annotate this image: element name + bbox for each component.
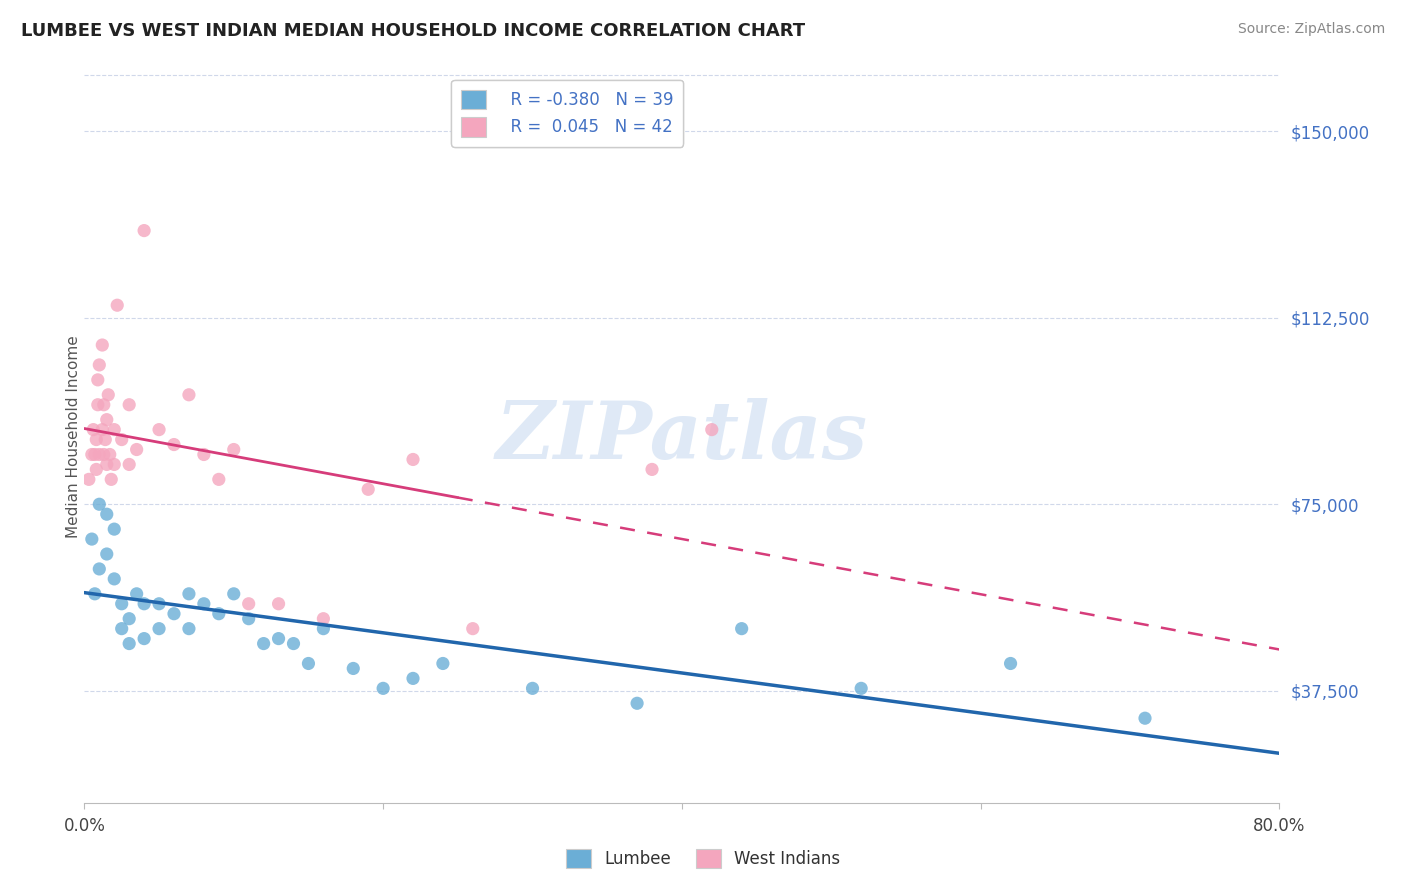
Point xyxy=(193,597,215,611)
Point xyxy=(111,597,134,611)
Point xyxy=(91,338,114,352)
Point xyxy=(148,423,170,437)
Point xyxy=(118,612,141,626)
Point xyxy=(83,587,105,601)
Point xyxy=(94,433,117,447)
Point xyxy=(148,622,170,636)
Point xyxy=(461,622,484,636)
Point xyxy=(89,562,111,576)
Point xyxy=(238,597,260,611)
Point xyxy=(177,622,200,636)
Point xyxy=(177,388,200,402)
Point xyxy=(267,597,290,611)
Point xyxy=(238,612,260,626)
Point xyxy=(98,448,121,462)
Point xyxy=(111,622,134,636)
Point xyxy=(700,423,723,437)
Point xyxy=(1133,711,1156,725)
Point xyxy=(118,636,141,650)
Point xyxy=(208,472,231,486)
Point xyxy=(132,224,156,238)
Point xyxy=(522,681,544,696)
Point xyxy=(373,681,395,696)
Point xyxy=(132,632,156,646)
Point xyxy=(86,462,108,476)
Point xyxy=(80,448,103,462)
Point xyxy=(851,681,873,696)
Point xyxy=(118,398,141,412)
Point xyxy=(163,607,186,621)
Point xyxy=(87,373,110,387)
Point xyxy=(731,622,754,636)
Legend: Lumbee, West Indians: Lumbee, West Indians xyxy=(560,842,846,875)
Point xyxy=(103,423,125,437)
Point xyxy=(267,632,290,646)
Point xyxy=(103,522,125,536)
Point xyxy=(357,483,380,497)
Point xyxy=(148,597,170,611)
Point xyxy=(177,587,200,601)
Point xyxy=(77,472,100,486)
Point xyxy=(312,612,335,626)
Point xyxy=(89,358,111,372)
Point xyxy=(93,448,115,462)
Point xyxy=(193,448,215,462)
Point xyxy=(208,607,231,621)
Point xyxy=(125,587,148,601)
Point xyxy=(103,572,125,586)
Point xyxy=(118,458,141,472)
Text: Source: ZipAtlas.com: Source: ZipAtlas.com xyxy=(1237,22,1385,37)
Point xyxy=(91,423,114,437)
Text: ZIPatlas: ZIPatlas xyxy=(496,399,868,475)
Point xyxy=(96,547,118,561)
Point xyxy=(89,448,111,462)
Point xyxy=(86,433,108,447)
Point xyxy=(283,636,305,650)
Point xyxy=(82,423,104,437)
Point xyxy=(125,442,148,457)
Point xyxy=(96,458,118,472)
Point xyxy=(96,412,118,426)
Point xyxy=(111,433,134,447)
Point xyxy=(89,497,111,511)
Point xyxy=(87,398,110,412)
Point xyxy=(402,452,425,467)
Point xyxy=(80,532,103,546)
Y-axis label: Median Household Income: Median Household Income xyxy=(66,335,80,539)
Point xyxy=(103,458,125,472)
Point xyxy=(297,657,319,671)
Point xyxy=(132,597,156,611)
Point xyxy=(83,448,105,462)
Point xyxy=(163,437,186,451)
Point xyxy=(97,388,120,402)
Point xyxy=(626,696,648,710)
Point xyxy=(222,442,245,457)
Point xyxy=(100,472,122,486)
Point xyxy=(105,298,128,312)
Point xyxy=(312,622,335,636)
Point xyxy=(342,661,364,675)
Point xyxy=(1000,657,1022,671)
Point xyxy=(432,657,454,671)
Point xyxy=(402,672,425,686)
Point xyxy=(93,398,115,412)
Point xyxy=(641,462,664,476)
Point xyxy=(222,587,245,601)
Point xyxy=(96,507,118,521)
Point xyxy=(253,636,276,650)
Legend:   R = -0.380   N = 39,   R =  0.045   N = 42: R = -0.380 N = 39, R = 0.045 N = 42 xyxy=(451,79,683,146)
Text: LUMBEE VS WEST INDIAN MEDIAN HOUSEHOLD INCOME CORRELATION CHART: LUMBEE VS WEST INDIAN MEDIAN HOUSEHOLD I… xyxy=(21,22,806,40)
